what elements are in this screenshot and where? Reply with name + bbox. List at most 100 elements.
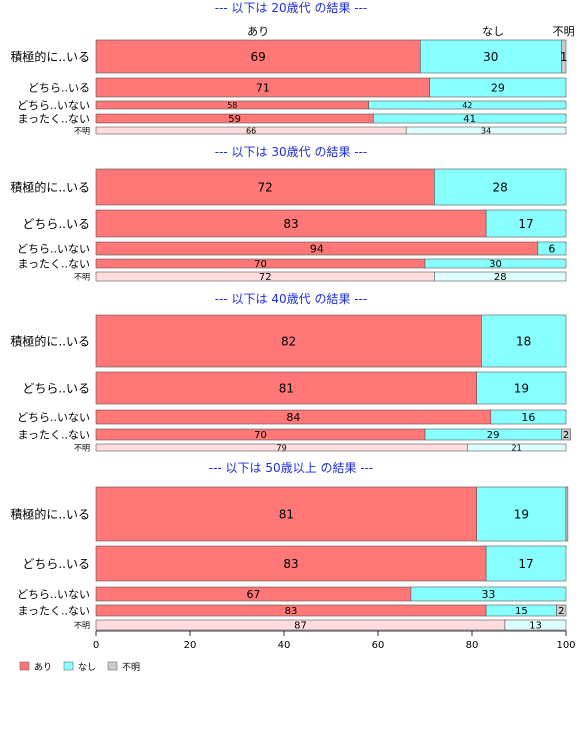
- bar-segment: [95, 168, 435, 206]
- data-label: 42: [462, 101, 472, 110]
- x-tick-label: 40: [278, 640, 291, 651]
- data-label: 87: [294, 621, 307, 632]
- data-label: 2: [558, 606, 564, 617]
- data-label: 70: [254, 259, 267, 270]
- data-label: 16: [521, 411, 535, 424]
- data-label: 17: [518, 557, 533, 571]
- x-tick-label: 20: [184, 640, 197, 651]
- legend-label: 不明: [122, 662, 140, 673]
- category-label: 積極的に..いる: [10, 333, 90, 348]
- bar-segment: [424, 258, 567, 269]
- data-label: 19: [514, 381, 529, 395]
- category-label: どちら..いる: [22, 557, 90, 571]
- data-label: 28: [493, 180, 508, 194]
- bar-segment: [95, 209, 487, 238]
- bar-segment: [95, 486, 478, 542]
- bar-segment: [419, 39, 562, 74]
- column-label: 不明: [553, 25, 575, 38]
- legend-swatch: [63, 661, 74, 671]
- bar-segment: [485, 209, 567, 238]
- data-label: 30: [483, 50, 498, 64]
- bar-segment: [95, 371, 478, 405]
- data-label: 41: [463, 114, 476, 125]
- data-label: 29: [487, 430, 500, 441]
- category-label: まったく..ない: [17, 428, 90, 441]
- data-label: 6: [548, 242, 555, 255]
- data-label: 15: [515, 606, 528, 617]
- category-label: どちら..いない: [17, 242, 90, 255]
- x-tick-label: 100: [556, 640, 575, 651]
- data-label: 69: [251, 50, 266, 64]
- data-label: 71: [256, 81, 270, 94]
- category-label: まったく..ない: [17, 604, 90, 617]
- data-label: 79: [277, 443, 287, 452]
- column-label: なし: [482, 25, 504, 38]
- bar-segment: [368, 100, 567, 110]
- panel-title: --- 以下は 20歳代 の結果 ---: [215, 1, 368, 15]
- category-label: 積極的に..いる: [10, 506, 90, 521]
- data-label: 67: [246, 588, 260, 601]
- data-label: 34: [481, 126, 491, 135]
- data-label: 84: [286, 411, 300, 424]
- data-label: 13: [529, 621, 542, 632]
- x-tick-label: 0: [93, 640, 99, 651]
- data-label: 94: [310, 242, 324, 255]
- bar-segment: [537, 241, 567, 256]
- data-label: 83: [283, 217, 298, 231]
- data-label: 83: [283, 557, 298, 571]
- bar-segment: [565, 486, 569, 542]
- category-label: どちら..いる: [28, 81, 90, 94]
- bar-segment: [504, 619, 567, 631]
- bar-segment: [556, 604, 567, 617]
- panel-title: --- 以下は 30歳代 の結果 ---: [215, 145, 368, 159]
- panel-title: --- 以下は 50歳以上 の結果 ---: [209, 461, 374, 475]
- bar-segment: [560, 39, 567, 74]
- bar-segment: [560, 428, 571, 441]
- data-label: 1: [560, 50, 568, 64]
- data-label: 18: [516, 334, 531, 348]
- legend-swatch: [19, 661, 30, 671]
- category-label: どちら..いない: [17, 588, 90, 601]
- bar-segment: [429, 77, 567, 98]
- legend-label: なし: [78, 662, 96, 673]
- data-label: 30: [489, 259, 502, 270]
- bar-segment: [95, 314, 482, 368]
- bar-segment: [95, 545, 487, 582]
- panel-title: --- 以下は 40歳代 の結果 ---: [215, 292, 368, 306]
- data-label: 82: [281, 334, 296, 348]
- category-label: どちら..いる: [22, 217, 90, 231]
- bar-segment: [410, 586, 567, 602]
- x-tick-label: 60: [372, 640, 385, 651]
- legend-label: あり: [34, 662, 52, 673]
- category-label: 不明: [74, 272, 90, 281]
- category-label: まったく..ない: [17, 257, 90, 270]
- x-tick-label: 80: [466, 640, 479, 651]
- bar-segment: [476, 371, 567, 405]
- data-label: 83: [285, 606, 298, 617]
- data-label: 21: [512, 443, 522, 452]
- bar-segment: [490, 409, 567, 425]
- data-label: 17: [518, 217, 533, 231]
- category-label: まったく..ない: [17, 112, 90, 125]
- data-label: 66: [246, 126, 256, 135]
- data-label: 81: [279, 507, 294, 521]
- bar-segment: [434, 271, 567, 282]
- data-label: 70: [254, 430, 267, 441]
- bar-segment: [485, 545, 567, 582]
- data-label: 59: [228, 114, 241, 125]
- category-label: どちら..いない: [17, 411, 90, 424]
- data-label: 2: [563, 430, 569, 441]
- category-label: 不明: [74, 126, 90, 135]
- bar-segment: [466, 443, 567, 452]
- bar-segment: [372, 113, 567, 124]
- data-label: 29: [491, 81, 505, 94]
- bar-segment: [476, 486, 567, 542]
- data-label: 58: [227, 101, 237, 110]
- category-label: どちら..いない: [17, 99, 90, 112]
- bar-segment: [434, 168, 567, 206]
- legend-swatch: [107, 661, 118, 671]
- bar-segment: [95, 39, 421, 74]
- bar-segment: [405, 126, 567, 135]
- bar-segment: [481, 314, 567, 368]
